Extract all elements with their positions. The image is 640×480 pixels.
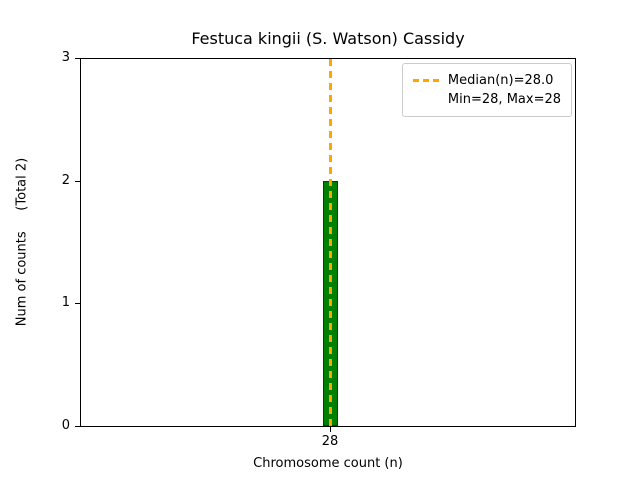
chart-title: Festuca kingii (S. Watson) Cassidy <box>191 29 465 48</box>
x-tick-label: 28 <box>321 434 339 449</box>
y-tick-label-3: 3 <box>61 50 70 65</box>
legend: Median(n)=28.0 Min=28, Max=28 <box>401 63 572 117</box>
median-dashed-line <box>329 59 332 426</box>
x-axis-label: Chromosome count (n) <box>253 456 403 471</box>
y-axis-label: Num of counts (Total 2) <box>14 157 30 327</box>
dashed-line-icon <box>412 79 439 82</box>
y-tick-mark-3 <box>75 58 80 59</box>
x-tick-mark <box>330 427 331 432</box>
y-tick-mark-1 <box>75 303 80 304</box>
legend-stats-label: Min=28, Max=28 <box>447 92 561 107</box>
legend-entry-stats: Min=28, Max=28 <box>448 90 561 109</box>
plot-area <box>80 58 576 427</box>
y-tick-label-2: 2 <box>61 173 70 188</box>
legend-median-label: Median(n)=28.0 <box>447 73 554 88</box>
y-tick-label-1: 1 <box>61 295 70 310</box>
y-tick-mark-0 <box>75 426 80 427</box>
y-tick-label-0: 0 <box>61 418 70 433</box>
y-tick-mark-2 <box>75 181 80 182</box>
legend-entry-median: Median(n)=28.0 <box>412 71 561 90</box>
